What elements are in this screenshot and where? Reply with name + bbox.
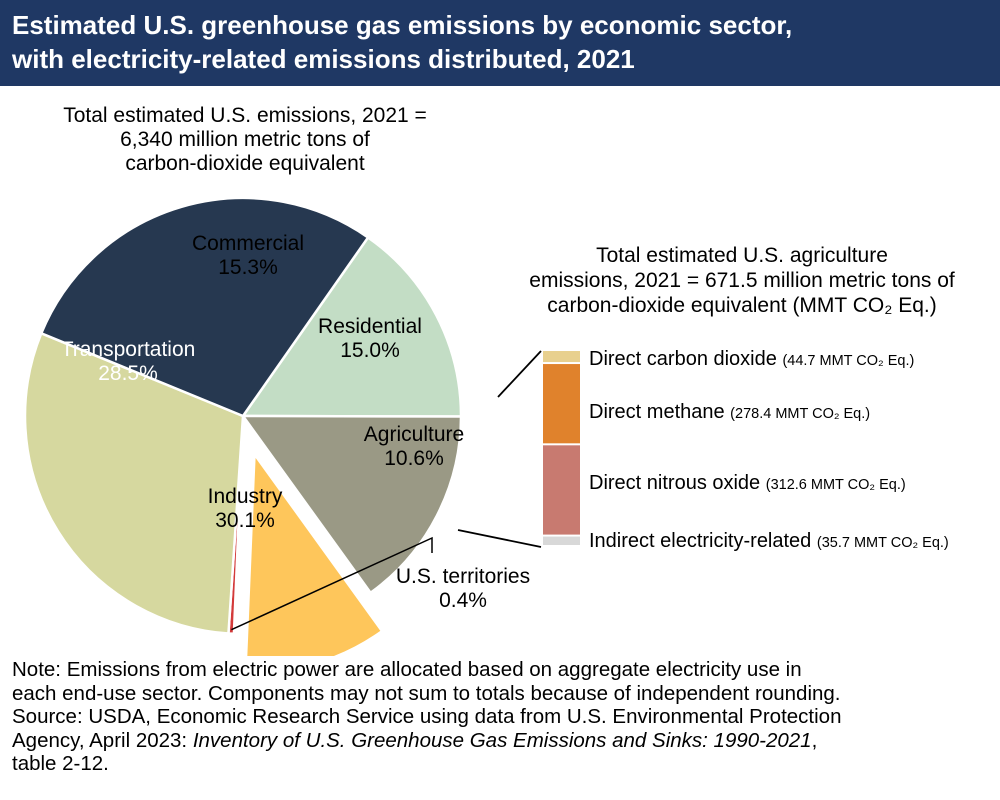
title-line-2: with electricity-related emissions distr…	[12, 44, 635, 74]
pie-value-agriculture: 10.6%	[384, 447, 444, 470]
pie-title-line-3: carbon-dioxide equivalent	[125, 152, 364, 175]
bar-title: Total estimated U.S. agriculture emissio…	[529, 244, 955, 317]
chart-footer: Note: Emissions from electric power are …	[12, 658, 992, 776]
pie-label-agriculture: Agriculture	[364, 423, 464, 446]
pie-title-line-2: 6,340 million metric tons of	[120, 128, 370, 151]
note-line-1: Note: Emissions from electric power are …	[12, 658, 802, 681]
pie-label-transportation: Transportation	[61, 338, 196, 361]
bar-label-direct-methane: Direct methane (278.4 MMT CO₂ Eq.)	[589, 401, 870, 423]
source-line-2: Agency, April 2023: Inventory of U.S. Gr…	[12, 729, 992, 753]
title-line-1: Estimated U.S. greenhouse gas emissions …	[12, 10, 793, 40]
pie-value-residential: 15.0%	[340, 339, 400, 362]
pie-label-commercial: Commercial	[192, 232, 304, 255]
chart-title: Estimated U.S. greenhouse gas emissions …	[12, 8, 988, 76]
source-suffix: ,	[811, 728, 818, 752]
pie-value-u-s-territories: 0.4%	[439, 589, 487, 612]
pie-value-commercial: 15.3%	[218, 256, 278, 279]
bar-label-direct-nitrous-oxide: Direct nitrous oxide (312.6 MMT CO₂ Eq.)	[589, 472, 906, 494]
pie-slices	[23, 196, 463, 656]
pie-label-residential: Residential	[318, 315, 422, 338]
bar-value-direct-nitrous-oxide: (312.6 MMT CO₂ Eq.)	[766, 477, 906, 493]
bar-label-direct-carbon-dioxide: Direct carbon dioxide (44.7 MMT CO₂ Eq.)	[589, 348, 914, 370]
bar-segment-direct-carbon-dioxide	[543, 351, 580, 363]
bar-title-line-3: carbon-dioxide equivalent (MMT CO₂ Eq.)	[547, 294, 936, 317]
chart-header: Estimated U.S. greenhouse gas emissions …	[0, 0, 1000, 86]
bar-segment-indirect-electricity-related	[543, 536, 580, 545]
bar-title-line-1: Total estimated U.S. agriculture	[596, 244, 888, 267]
bar-value-direct-methane: (278.4 MMT CO₂ Eq.)	[730, 406, 870, 422]
bar-value-indirect-electricity-related: (35.7 MMT CO₂ Eq.)	[817, 535, 949, 551]
connector-line-top	[497, 350, 542, 398]
territories-leader-line	[231, 536, 433, 631]
pie-label-industry: Industry	[208, 485, 283, 508]
pie-slice-transportation	[39, 196, 370, 418]
source-line-3: table 2-12.	[12, 752, 109, 775]
connector-line-bottom	[457, 529, 542, 548]
stacked-bar	[543, 351, 580, 545]
pie-slice-industry	[23, 331, 245, 635]
source-title: Inventory of U.S. Greenhouse Gas Emissio…	[192, 728, 812, 752]
note-line-2: each end-use sector. Components may not …	[12, 681, 841, 705]
pie-value-transportation: 28.5%	[98, 362, 158, 385]
bar-segment-direct-methane	[543, 364, 580, 444]
bar-value-direct-carbon-dioxide: (44.7 MMT CO₂ Eq.)	[782, 353, 914, 369]
pie-slice-residential	[240, 414, 463, 595]
source-line-1: Source: USDA, Economic Research Service …	[12, 705, 842, 728]
pie-title-line-1: Total estimated U.S. emissions, 2021 =	[63, 104, 427, 127]
emissions-chart: Total estimated U.S. emissions, 2021 = 6…	[23, 104, 955, 656]
stacked-bar-labels: Direct carbon dioxide (44.7 MMT CO₂ Eq.)…	[589, 348, 949, 552]
bar-title-line-2: emissions, 2021 = 671.5 million metric t…	[529, 269, 955, 292]
pie-label-u-s-territories: U.S. territories	[396, 565, 530, 588]
bar-segment-direct-nitrous-oxide	[543, 445, 580, 535]
source-prefix: Agency, April 2023:	[12, 728, 193, 752]
bar-label-indirect-electricity-related: Indirect electricity-related (35.7 MMT C…	[589, 530, 949, 552]
pie-value-industry: 30.1%	[215, 509, 275, 532]
pie-slice-commercial	[240, 235, 463, 418]
pie-slice-agriculture	[244, 450, 384, 656]
pie-title: Total estimated U.S. emissions, 2021 = 6…	[63, 104, 427, 175]
